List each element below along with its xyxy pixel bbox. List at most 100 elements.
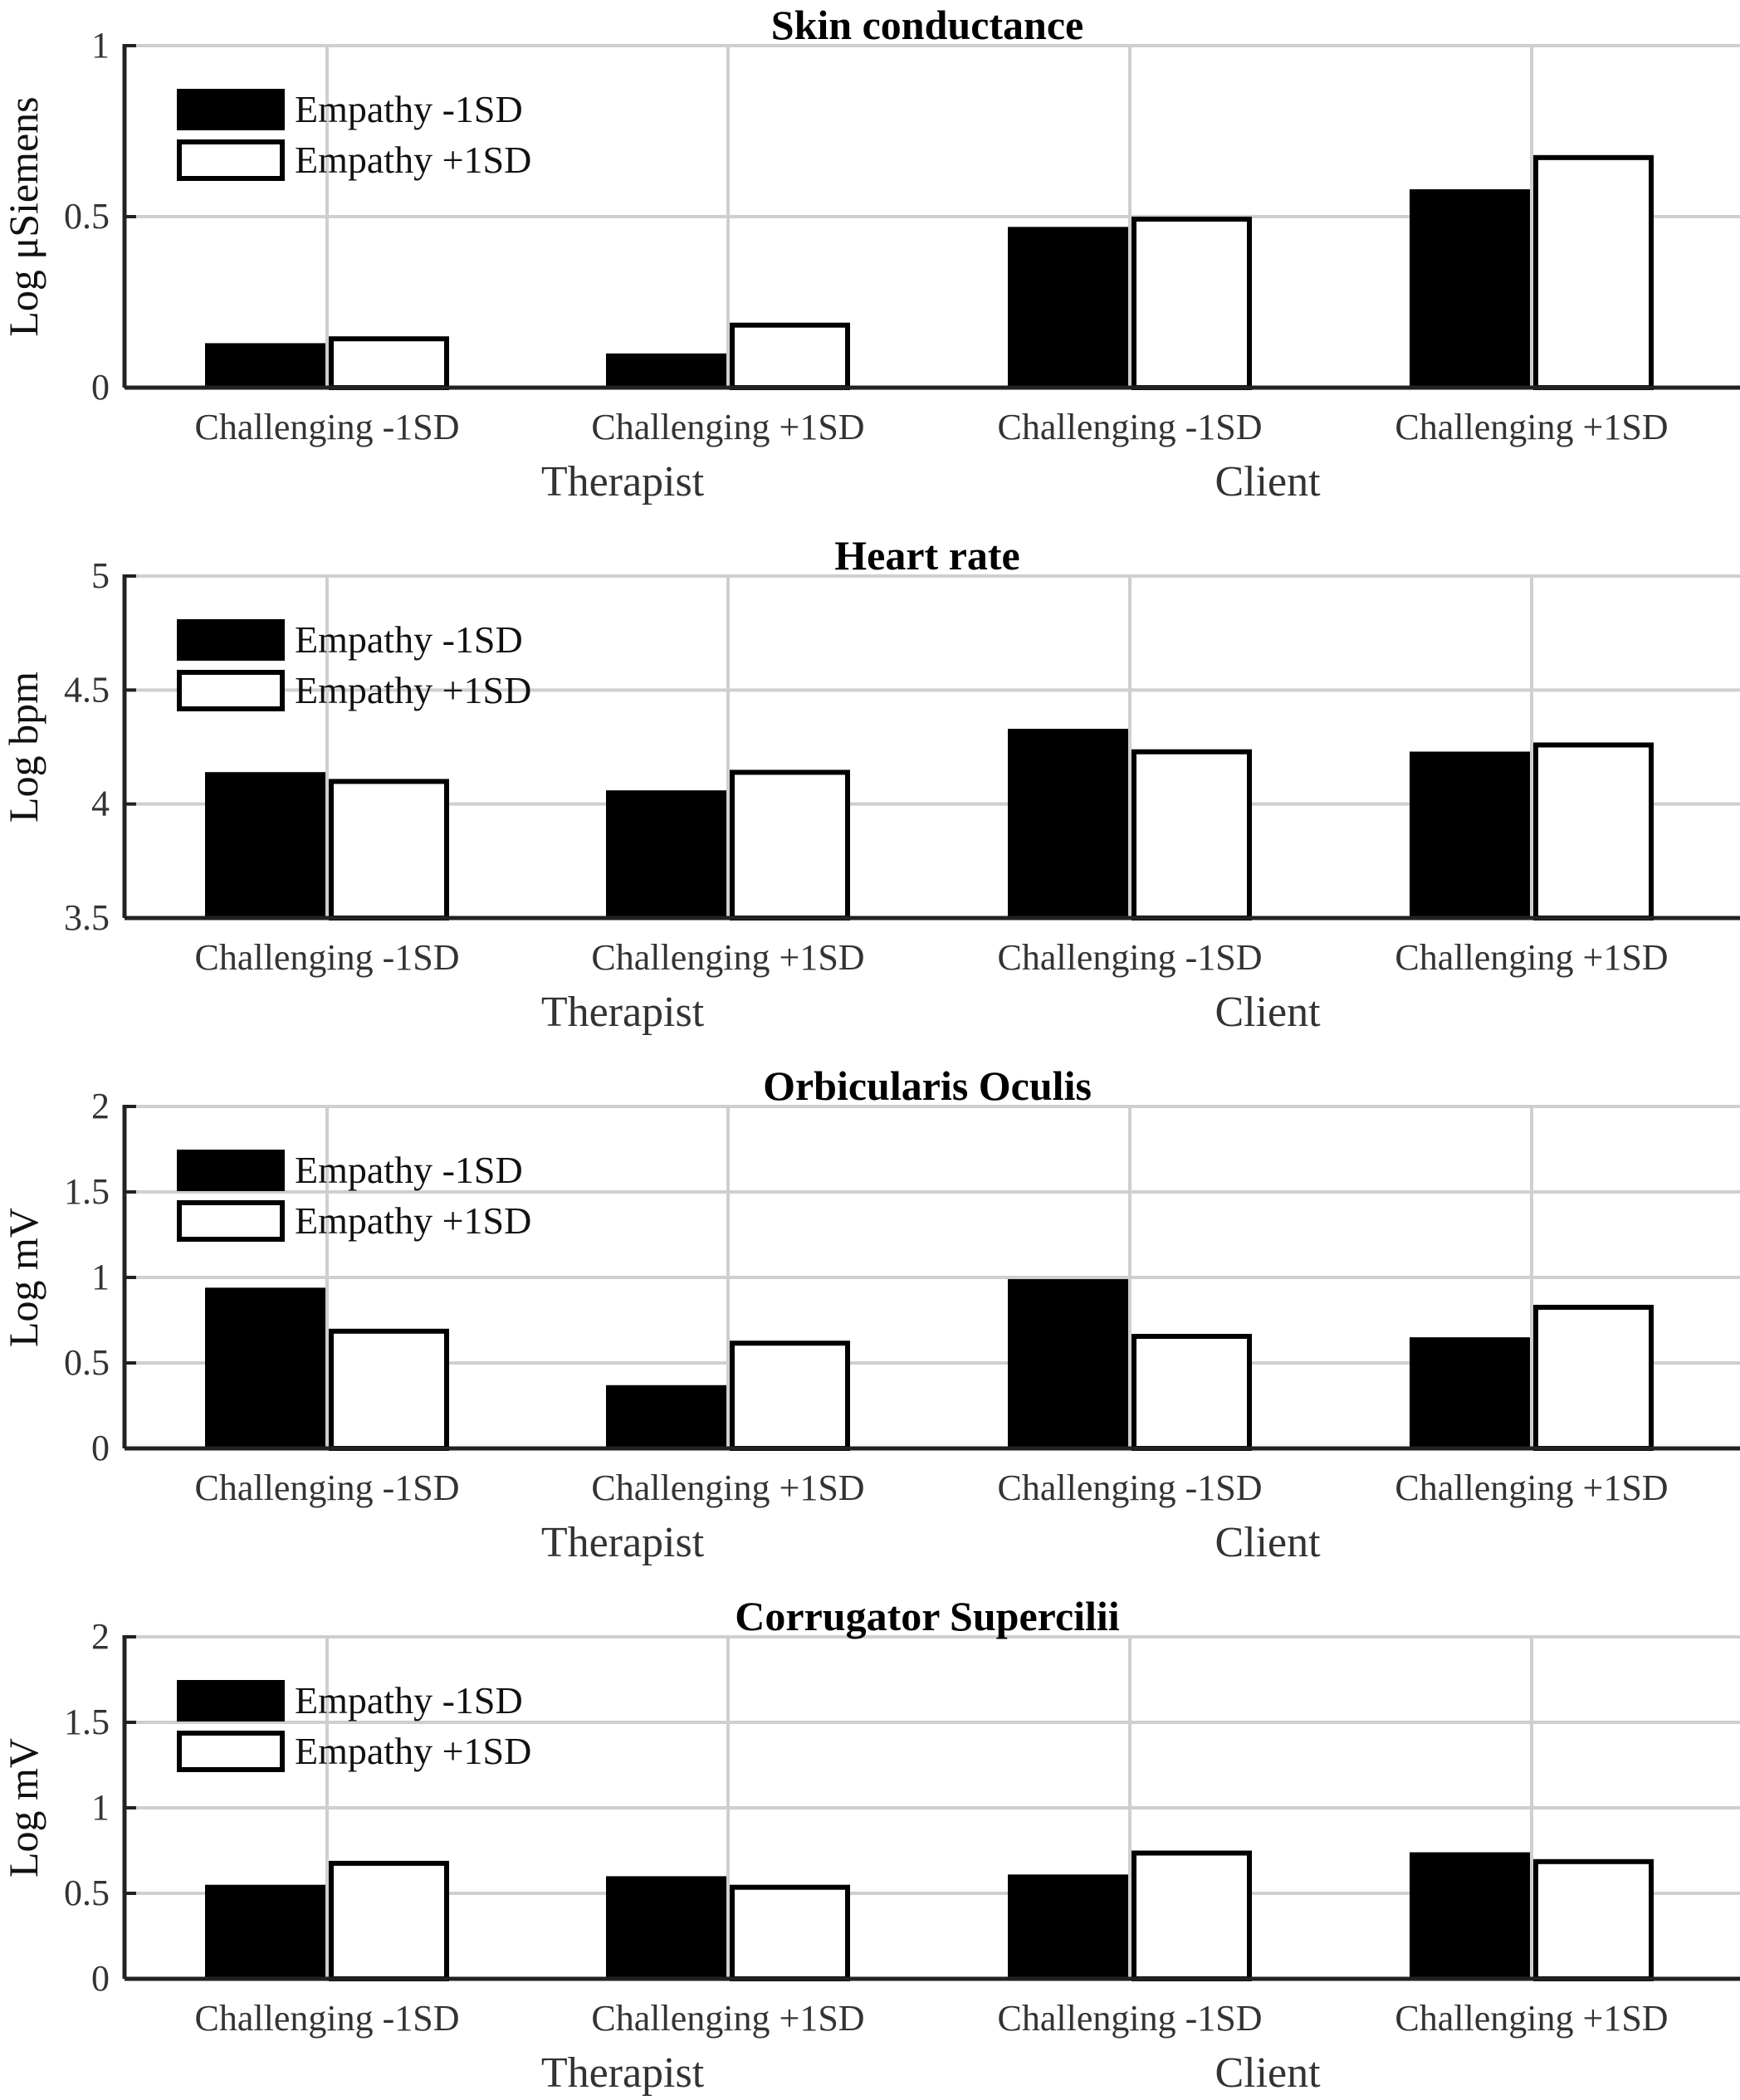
y-tick-label: 3.5 xyxy=(64,897,110,938)
y-axis-label: Log mV xyxy=(0,1738,46,1878)
bar-empathy-plus1sd-3 xyxy=(1131,1333,1252,1451)
legend-label-empathy-plus1sd: Empathy +1SD xyxy=(295,139,531,181)
bar-empathy-plus1sd-1 xyxy=(329,779,449,921)
bar-empathy-plus1sd-3 xyxy=(1131,217,1252,390)
chart-title: Skin conductance xyxy=(771,2,1083,48)
category-tick-label: Challenging +1SD xyxy=(591,1468,864,1508)
bar-empathy-plus1sd-1 xyxy=(329,1860,449,1982)
chart-title: Orbicularis Oculis xyxy=(763,1062,1092,1109)
bar-empathy-minus1sd-1 xyxy=(205,1287,325,1448)
bar-empathy-plus1sd-3 xyxy=(1131,749,1252,921)
category-tick-label: Challenging +1SD xyxy=(1395,937,1668,978)
y-tick-label: 2 xyxy=(91,1616,110,1657)
bar-empathy-plus1sd-2 xyxy=(730,1884,850,1981)
legend-swatch-empathy-plus1sd xyxy=(177,670,285,711)
panel-4: 0 0.5 1 1.5 2 Log mV Corrugator Supercilii Chal… xyxy=(0,1593,1740,2097)
category-tick-label: Challenging -1SD xyxy=(195,937,460,978)
y-axis-label: Log bpm xyxy=(0,672,46,823)
legend-label-empathy-minus1sd: Empathy -1SD xyxy=(295,88,523,130)
bar-empathy-minus1sd-3 xyxy=(1008,227,1128,388)
y-tick-label: 0.5 xyxy=(64,1873,110,1913)
legend-label-empathy-plus1sd: Empathy +1SD xyxy=(295,669,531,711)
legend-swatch-empathy-plus1sd xyxy=(177,1200,285,1242)
legend: Empathy -1SD Empathy +1SD xyxy=(177,618,531,711)
panel-3: 0 0.5 1 1.5 2 Log mV Orbicularis Oculis Challen… xyxy=(0,1062,1740,1566)
panel-2: 3.5 4 4.5 5 Log bpm Heart rate Challenging -1S… xyxy=(0,532,1740,1036)
bar-empathy-minus1sd-1 xyxy=(205,343,325,388)
bar-empathy-minus1sd-4 xyxy=(1410,751,1530,918)
legend-swatch-empathy-minus1sd xyxy=(177,1680,285,1722)
bar-empathy-minus1sd-4 xyxy=(1410,189,1530,388)
legend-swatch-empathy-minus1sd xyxy=(177,89,285,130)
bar-empathy-plus1sd-1 xyxy=(329,336,449,391)
bar-empathy-minus1sd-1 xyxy=(205,772,325,918)
bar-empathy-minus1sd-1 xyxy=(205,1884,325,1979)
legend-label-empathy-plus1sd: Empathy +1SD xyxy=(295,1730,531,1772)
legend-label-empathy-minus1sd: Empathy -1SD xyxy=(295,1149,523,1191)
group-label-client: Client xyxy=(1215,989,1321,1036)
y-tick-label: 1.5 xyxy=(64,1702,110,1742)
bar-empathy-plus1sd-1 xyxy=(329,1328,449,1452)
legend: Empathy -1SD Empathy +1SD xyxy=(177,1149,531,1242)
category-tick-label: Challenging -1SD xyxy=(998,1468,1263,1508)
category-tick-label: Challenging -1SD xyxy=(998,407,1263,447)
bar-empathy-plus1sd-2 xyxy=(730,322,850,390)
bar-empathy-minus1sd-2 xyxy=(606,790,726,918)
bar-empathy-plus1sd-2 xyxy=(730,1341,850,1451)
bar-empathy-minus1sd-4 xyxy=(1410,1337,1530,1448)
legend: Empathy -1SD Empathy +1SD xyxy=(177,88,531,181)
bar-empathy-plus1sd-4 xyxy=(1533,1858,1654,1982)
y-tick-label: 4.5 xyxy=(64,669,110,710)
bar-empathy-minus1sd-3 xyxy=(1008,1279,1128,1448)
group-label-therapist: Therapist xyxy=(541,458,705,505)
bar-empathy-minus1sd-4 xyxy=(1410,1852,1530,1979)
y-tick-label: 0 xyxy=(91,1958,110,1999)
category-tick-label: Challenging -1SD xyxy=(998,1998,1263,2039)
legend-label-empathy-minus1sd: Empathy -1SD xyxy=(295,618,523,661)
bar-empathy-minus1sd-3 xyxy=(1008,729,1128,918)
group-label-therapist: Therapist xyxy=(541,1519,705,1566)
group-label-therapist: Therapist xyxy=(541,2049,705,2097)
panel-1: 0 0.5 1 Log μSiemens Skin conductance Challen… xyxy=(0,2,1740,505)
y-tick-label: 0 xyxy=(91,367,110,408)
legend-swatch-empathy-minus1sd xyxy=(177,1150,285,1191)
y-tick-label: 5 xyxy=(91,555,110,596)
bar-empathy-minus1sd-2 xyxy=(606,353,726,388)
group-label-client: Client xyxy=(1215,1519,1321,1566)
y-tick-label: 1 xyxy=(91,1257,110,1297)
category-tick-label: Challenging +1SD xyxy=(591,1998,864,2039)
category-tick-label: Challenging +1SD xyxy=(591,407,864,447)
y-tick-label: 1 xyxy=(91,25,110,66)
legend: Empathy -1SD Empathy +1SD xyxy=(177,1679,531,1772)
y-tick-label: 0.5 xyxy=(64,1342,110,1383)
group-label-client: Client xyxy=(1215,2049,1321,2097)
bar-empathy-plus1sd-3 xyxy=(1131,1850,1252,1981)
legend-label-empathy-minus1sd: Empathy -1SD xyxy=(295,1679,523,1722)
category-tick-label: Challenging -1SD xyxy=(195,1468,460,1508)
y-tick-label: 1 xyxy=(91,1787,110,1828)
legend-swatch-empathy-plus1sd xyxy=(177,1731,285,1772)
y-tick-label: 0 xyxy=(91,1428,110,1468)
bar-empathy-plus1sd-2 xyxy=(730,769,850,921)
group-label-therapist: Therapist xyxy=(541,989,705,1036)
legend-label-empathy-plus1sd: Empathy +1SD xyxy=(295,1199,531,1242)
category-tick-label: Challenging -1SD xyxy=(998,937,1263,978)
y-tick-label: 4 xyxy=(91,784,110,824)
bar-empathy-minus1sd-2 xyxy=(606,1876,726,1979)
y-tick-label: 0.5 xyxy=(64,196,110,237)
chart-title: Heart rate xyxy=(834,532,1019,579)
bar-empathy-minus1sd-3 xyxy=(1008,1874,1128,1979)
chart-title: Corrugator Supercilii xyxy=(735,1593,1120,1639)
category-tick-label: Challenging -1SD xyxy=(195,1998,460,2039)
category-tick-label: Challenging +1SD xyxy=(1395,407,1668,447)
y-tick-label: 2 xyxy=(91,1086,110,1126)
y-axis-label: Log μSiemens xyxy=(0,96,46,336)
y-tick-label: 1.5 xyxy=(64,1171,110,1212)
category-tick-label: Challenging +1SD xyxy=(591,937,864,978)
bar-empathy-minus1sd-2 xyxy=(606,1385,726,1448)
category-tick-label: Challenging +1SD xyxy=(1395,1468,1668,1508)
bar-empathy-plus1sd-4 xyxy=(1533,154,1654,390)
y-axis-label: Log mV xyxy=(0,1208,46,1347)
category-tick-label: Challenging -1SD xyxy=(195,407,460,447)
